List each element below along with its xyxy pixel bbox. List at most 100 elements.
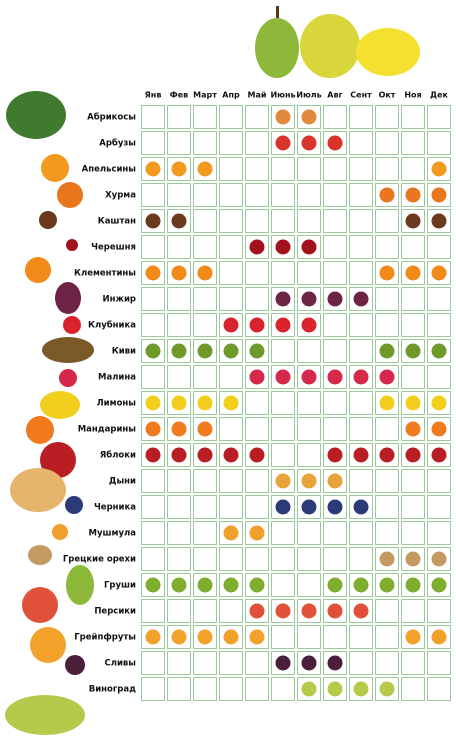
fruit-icon [404,264,422,282]
cell [219,157,243,181]
cell [219,235,243,259]
fruit-icon [300,680,318,698]
cell [349,469,373,493]
cell [219,417,243,441]
fruit-name: Черешня [91,243,136,253]
cell [401,469,425,493]
fruit-icon [326,472,344,490]
fruit-icon [352,576,370,594]
cell [193,235,217,259]
cell [375,157,399,181]
cell [297,573,321,597]
fruit-icon [144,342,162,360]
cell [349,313,373,337]
cell [401,677,425,701]
cell [167,183,191,207]
fruit-icon [378,576,396,594]
fruit-name: Лимоны [97,399,136,409]
fruit-icon [378,680,396,698]
cell [245,209,269,233]
fruit-icon [274,368,292,386]
cell [219,287,243,311]
cell [401,599,425,623]
fruit-icon [378,264,396,282]
cell [323,209,347,233]
fruit-icon [170,160,188,178]
fruit-icon [248,628,266,646]
cell [323,625,347,649]
cell [271,391,295,415]
cell [245,495,269,519]
fruit-name: Сливы [105,659,137,669]
fruit-name: Клубника [88,320,136,331]
month-label: Март [193,91,217,100]
cell [375,521,399,545]
cell [167,313,191,337]
fruit-icon [352,680,370,698]
fruit-name: Яблоки [100,450,136,461]
cell [219,547,243,571]
cell [427,651,451,675]
cell [219,495,243,519]
cell [271,209,295,233]
cell [193,547,217,571]
cell [245,547,269,571]
cell [271,521,295,545]
cell [271,625,295,649]
cell [297,261,321,285]
cell [193,677,217,701]
cell [193,365,217,389]
cell [219,365,243,389]
cell [141,677,165,701]
cell [349,131,373,155]
cell [349,339,373,363]
cell [193,287,217,311]
cell [297,157,321,181]
cell [375,417,399,441]
cell [141,365,165,389]
fruit-icon [274,238,292,256]
cell [375,495,399,519]
cell [167,365,191,389]
cell [297,209,321,233]
cell [141,469,165,493]
cell [297,417,321,441]
cell [401,651,425,675]
fruit-icon [274,108,292,126]
cell [375,235,399,259]
fruit-icon [404,420,422,438]
fruit-icon [404,212,422,230]
cell [167,105,191,129]
month-label: Окт [379,91,396,100]
cell [219,105,243,129]
fruit-icon [378,446,396,464]
cell [323,339,347,363]
cell [271,339,295,363]
cell [271,677,295,701]
cell [167,599,191,623]
cell [427,469,451,493]
fruit-name: Виноград [89,685,136,695]
cell [167,287,191,311]
cell [427,313,451,337]
cell [271,443,295,467]
month-label: Янв [145,91,162,100]
cell [349,391,373,415]
cell [297,443,321,467]
cell [141,235,165,259]
fruit-icon [274,134,292,152]
cell [245,183,269,207]
month-label: Дек [430,91,449,100]
side-fruits [5,91,94,735]
fruit-icon [248,342,266,360]
fruit-icon [300,368,318,386]
fruit-icon [430,160,448,178]
cell [219,599,243,623]
cell [349,417,373,441]
cell [245,417,269,441]
cell [167,651,191,675]
cell [323,417,347,441]
cell [141,313,165,337]
fruit-name: Персики [94,607,136,617]
month-label: Ноя [404,91,421,100]
